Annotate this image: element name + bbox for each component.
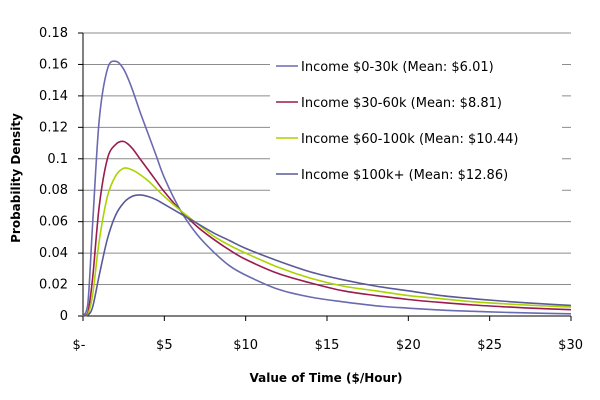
- y-tick-label: 0.18: [39, 26, 68, 41]
- y-tick-label: 0.06: [39, 215, 68, 230]
- legend-background: [270, 48, 562, 194]
- legend: Income $0-30k (Mean: $6.01) Income $30-60…: [270, 48, 562, 194]
- x-tick-label: $15: [315, 338, 340, 353]
- series-line-4: [82, 194, 572, 317]
- y-tick-label: 0.08: [39, 183, 68, 198]
- series-line-2: [82, 140, 572, 317]
- axes: 0 0.02 0.04 0.06 0.08 0.1 0.12 0.14 0.16 0.18 $- $5…: [39, 26, 583, 353]
- y-tick-label: 0.12: [39, 120, 68, 135]
- y-tick-label: 0: [60, 309, 68, 324]
- y-axis-title: Probability Density: [9, 113, 23, 243]
- y-tick-label: 0.16: [39, 57, 68, 72]
- y-tick-label: 0.04: [39, 246, 68, 261]
- x-tick-label: $25: [477, 338, 502, 353]
- series-lines: [82, 60, 572, 317]
- legend-label: Income $100k+ (Mean: $12.86): [301, 168, 508, 183]
- legend-label: Income $60-100k (Mean: $10.44): [301, 132, 519, 147]
- series-line-1: [82, 60, 572, 317]
- legend-label: Income $0-30k (Mean: $6.01): [301, 60, 494, 75]
- y-tick-label: 0.1: [47, 152, 68, 167]
- y-tick-label: 0.02: [39, 278, 68, 293]
- x-tick-label: $20: [396, 338, 421, 353]
- y-tick-label: 0.14: [39, 89, 68, 104]
- x-tick-label: $-: [73, 338, 86, 353]
- x-tick-label: $30: [558, 338, 583, 353]
- x-tick-label: $5: [156, 338, 173, 353]
- x-tick-label: $10: [233, 338, 258, 353]
- x-axis-title: Value of Time ($/Hour): [250, 371, 403, 385]
- legend-label: Income $30-60k (Mean: $8.81): [301, 96, 502, 111]
